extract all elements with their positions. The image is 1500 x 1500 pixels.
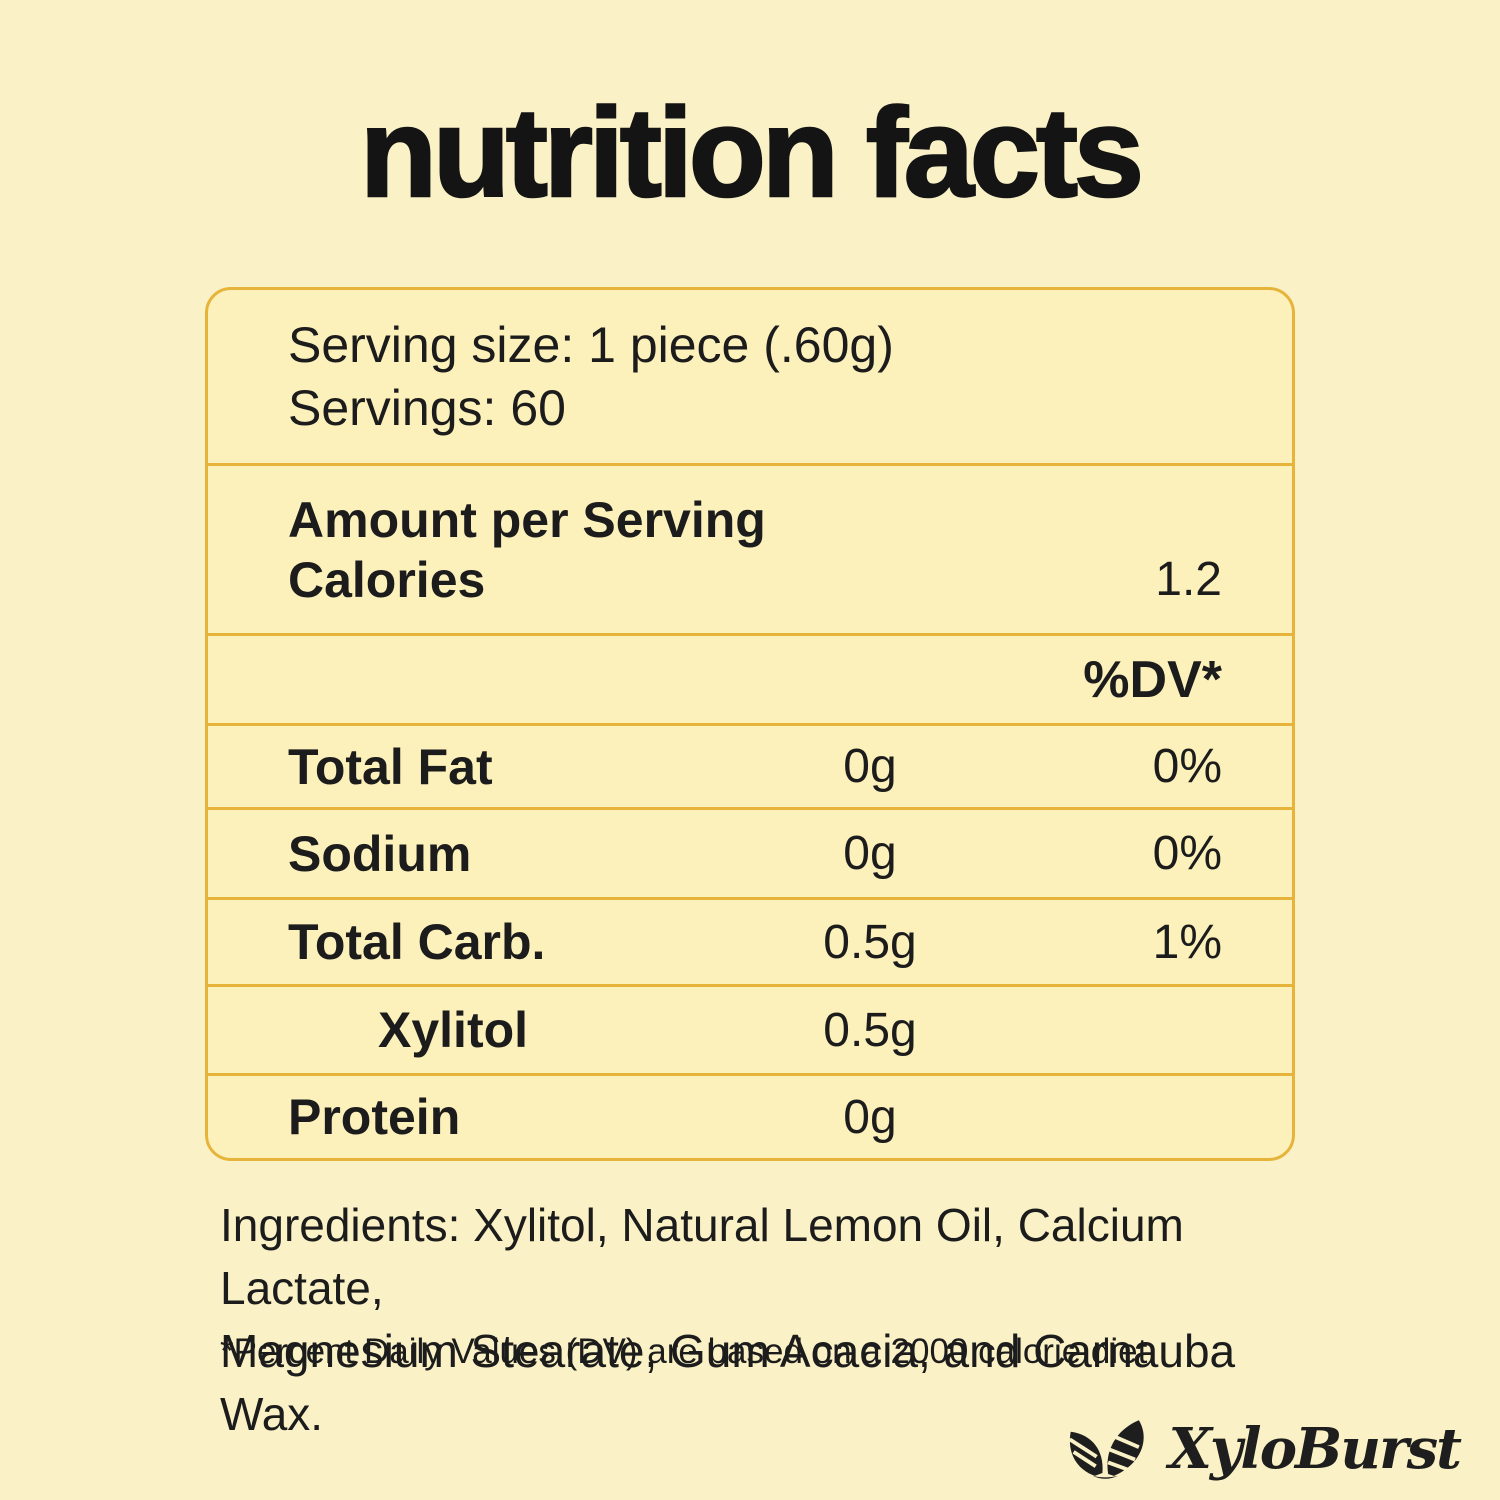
serving-size-text: Serving size: 1 piece (.60g) bbox=[288, 316, 894, 373]
nutrient-label: Total Fat bbox=[288, 738, 493, 795]
nutrient-amount: 0.5g bbox=[823, 915, 917, 969]
nutrient-amount: 0g bbox=[843, 740, 897, 793]
ingredients-text: Ingredients: Xylitol, Natural Lemon Oil,… bbox=[220, 1194, 1280, 1446]
page-title: nutrition facts bbox=[359, 82, 1145, 223]
daily-value-header: %DV* bbox=[1083, 650, 1222, 709]
leaf-icon bbox=[1064, 1418, 1160, 1480]
calories-value: 1.2 bbox=[1155, 552, 1222, 606]
amount-per-serving-label: Amount per Serving bbox=[288, 491, 766, 548]
table-row: Xylitol 0.5g bbox=[208, 984, 1292, 1073]
calories-section: Amount per Serving Calories 1.2 bbox=[208, 463, 1292, 633]
ingredients-line-1: Ingredients: Xylitol, Natural Lemon Oil,… bbox=[220, 1199, 1184, 1314]
nutrient-label: Total Carb. bbox=[288, 914, 546, 970]
nutrient-amount: 0g bbox=[843, 827, 897, 880]
serving-info-section: Serving size: 1 piece (.60g) Servings: 6… bbox=[208, 290, 1292, 463]
table-row: Total Carb. 0.5g 1% bbox=[208, 897, 1292, 984]
brand-name: XyloBurst bbox=[1168, 1416, 1462, 1482]
calories-label: Calories bbox=[288, 551, 486, 608]
brand-logo: XyloBurst bbox=[1064, 1414, 1462, 1484]
nutrient-dv: 0% bbox=[1152, 740, 1222, 793]
nutrient-dv: 1% bbox=[1152, 915, 1222, 969]
nutrition-facts-panel: Serving size: 1 piece (.60g) Servings: 6… bbox=[205, 287, 1295, 1161]
servings-count-text: Servings: 60 bbox=[288, 379, 566, 436]
nutrient-amount: 0.5g bbox=[823, 1003, 917, 1057]
table-row: Total Fat 0g 0% bbox=[208, 723, 1292, 807]
daily-value-footnote: *Percent Daily Values (DV) are based on … bbox=[220, 1332, 1158, 1371]
nutrient-dv: 0% bbox=[1152, 827, 1222, 880]
nutrient-amount: 0g bbox=[843, 1090, 897, 1144]
nutrient-label: Xylitol bbox=[378, 1002, 529, 1058]
table-row: Sodium 0g 0% bbox=[208, 807, 1292, 897]
ingredients-line-2: Magnesium Stearate, Gum Acacia, and Carn… bbox=[220, 1325, 1236, 1440]
nutrient-label: Protein bbox=[288, 1089, 461, 1145]
table-row: Protein 0g bbox=[208, 1073, 1292, 1158]
nutrient-label: Sodium bbox=[288, 825, 472, 882]
daily-value-header-row: %DV* bbox=[208, 633, 1292, 723]
